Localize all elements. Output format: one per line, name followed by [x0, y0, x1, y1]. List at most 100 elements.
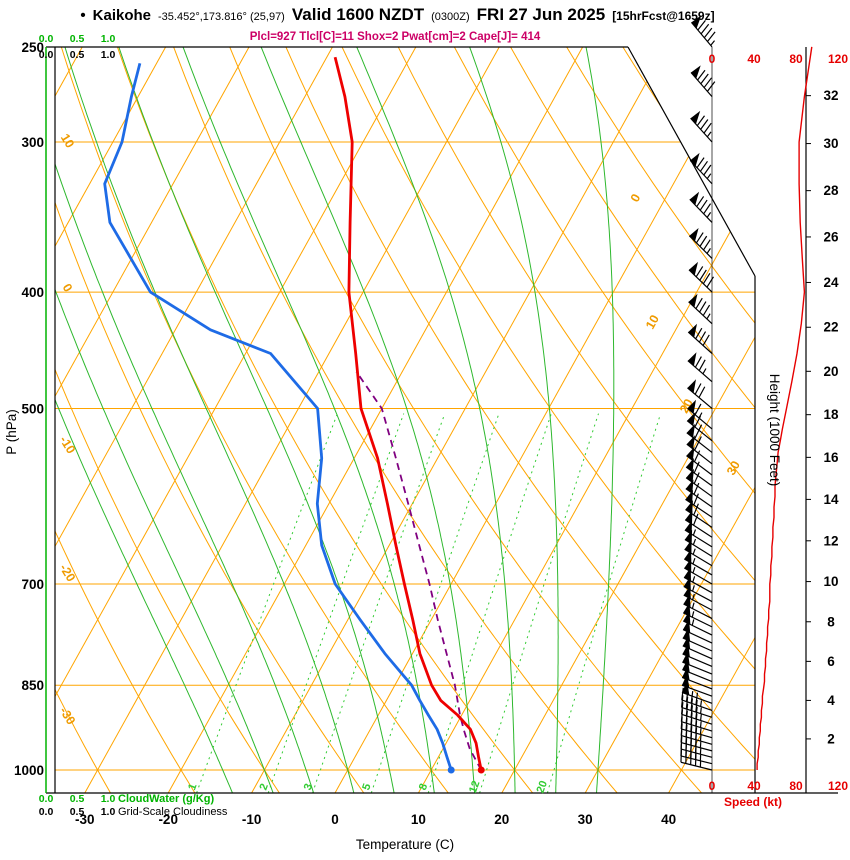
- wind-barb-feather: [695, 297, 703, 309]
- pressure-tick-label: 500: [21, 401, 44, 416]
- wind-barb: [690, 110, 713, 143]
- dry-adiabat-line: [285, 47, 755, 793]
- pressure-tick-label: 850: [21, 678, 44, 693]
- wind-barb-feather: [702, 304, 711, 316]
- wind-barb-half-feather: [702, 368, 707, 375]
- wind-barb-shaft: [689, 198, 713, 223]
- height-tick-label: 30: [823, 136, 838, 151]
- dry-adiabat-line: [453, 47, 755, 793]
- isotherm-line: [251, 47, 667, 793]
- height-tick-label: 2: [827, 731, 835, 746]
- wind-barb-feather: [698, 359, 706, 371]
- mixing-ratio-label: 3: [302, 782, 315, 792]
- wind-barb-half-feather: [692, 538, 697, 545]
- isotherm-line: [84, 47, 500, 793]
- wind-barb-shaft: [681, 676, 713, 690]
- dry-adiabat-line: [55, 47, 196, 793]
- wind-barb-shaft: [682, 629, 713, 644]
- wind-barb-shaft: [681, 713, 713, 725]
- dry-adiabat-line: [60, 47, 449, 793]
- moist-adiabat-line: [64, 47, 355, 793]
- height-tick-label: 16: [823, 450, 839, 465]
- wind-barb: [685, 479, 713, 508]
- wind-barb-feather: [706, 81, 716, 92]
- forecast-info: [15hrFcst@1659z]: [612, 9, 715, 23]
- wind-barb-flag: [687, 399, 696, 414]
- wind-barb-feather: [695, 699, 698, 713]
- wind-barb: [687, 323, 713, 354]
- wind-barb-feather: [693, 461, 700, 474]
- wind-barb-feather: [690, 690, 694, 704]
- wind-barb: [690, 65, 716, 98]
- wind-barb-feather: [696, 115, 706, 127]
- height-tick-label: 8: [827, 614, 835, 629]
- speed-tick-label-top: 0: [709, 52, 716, 66]
- wind-barb-flag: [686, 435, 695, 450]
- mixing-ratio-line: [196, 413, 338, 793]
- mixing-ratio-label: 1: [186, 782, 199, 792]
- wind-barb-shaft: [685, 477, 713, 498]
- wind-barb-feather: [699, 160, 708, 172]
- speed-tick-label-bottom: 120: [828, 779, 848, 793]
- height-tick-label: 18: [823, 407, 839, 422]
- wind-barb: [685, 490, 713, 518]
- mixing-ratio-line: [479, 413, 599, 793]
- wind-barb-feather: [703, 164, 712, 176]
- wind-barb-shaft: [682, 612, 713, 628]
- mixing-ratio-label: 8: [417, 782, 430, 792]
- wind-barb-shaft: [680, 761, 713, 771]
- dry-adiabat-line: [55, 47, 111, 793]
- isotherm-line: [501, 47, 755, 793]
- isotherm-label: 0: [628, 192, 644, 205]
- dry-adiabat-label: 0: [60, 281, 76, 294]
- wind-barb-half-feather: [706, 212, 712, 218]
- station-bullet: •: [80, 7, 86, 24]
- moist-adiabat-line: [118, 47, 395, 793]
- wind-barb-feather: [693, 503, 699, 516]
- mixing-ratio-label: 12: [467, 779, 482, 795]
- temp-tick-label: -20: [158, 812, 178, 827]
- speed-axis-title: Speed (kt): [724, 795, 782, 809]
- wind-barb-feather: [693, 482, 700, 495]
- wind-barb: [690, 15, 716, 48]
- cloudiness-scale-top: 0.0: [39, 49, 54, 61]
- wind-barb-feather: [699, 269, 707, 281]
- temp-tick-label: -30: [75, 812, 95, 827]
- cloudwater-scale-bottom: 0.0: [39, 793, 54, 805]
- isotherm-label: 30: [724, 459, 743, 478]
- wind-barb-shaft: [681, 699, 713, 711]
- moist-adiabat-line: [585, 47, 615, 793]
- wind-barb: [688, 293, 713, 325]
- mixing-ratio-label: 2: [258, 782, 271, 792]
- cloudwater-scale-top: 0.0: [39, 33, 54, 45]
- wind-barb-half-feather: [692, 548, 696, 555]
- wind-barb-flag: [689, 228, 699, 242]
- valid-date: FRI 27 Jun 2025: [476, 5, 606, 24]
- wind-barb-half-feather: [692, 585, 695, 592]
- cloudwater-scale-top: 1.0: [101, 33, 116, 45]
- wind-barb: [687, 379, 713, 409]
- wind-barb-shaft: [683, 594, 713, 611]
- dry-adiabat-line: [510, 47, 755, 793]
- wind-barb-half-feather: [706, 248, 711, 254]
- wind-barb-feather: [702, 334, 710, 346]
- height-tick-label: 24: [823, 275, 839, 290]
- wind-barb: [686, 423, 713, 453]
- dry-adiabat-line: [116, 47, 534, 793]
- cloudiness-axis-label: Grid-Scale Cloudiness: [118, 806, 228, 818]
- mixing-ratio-line: [546, 413, 662, 793]
- height-tick-label: 22: [823, 320, 838, 335]
- station-name: Kaikohe: [92, 7, 152, 24]
- wind-barb-half-feather: [692, 593, 695, 600]
- wind-barb-feather: [693, 493, 699, 506]
- wind-barb-feather: [703, 239, 711, 251]
- plot-frame: [45, 46, 838, 794]
- wind-barb-flag: [690, 110, 701, 125]
- speed-tick-label-top: 80: [789, 52, 803, 66]
- wind-barb-half-feather: [698, 412, 703, 419]
- cloudwater-axis-label: CloudWater (g/Kg): [118, 793, 214, 805]
- wind-barb-shaft: [684, 519, 713, 538]
- isotherm-line: [167, 47, 584, 793]
- wind-barb-half-feather: [706, 173, 712, 179]
